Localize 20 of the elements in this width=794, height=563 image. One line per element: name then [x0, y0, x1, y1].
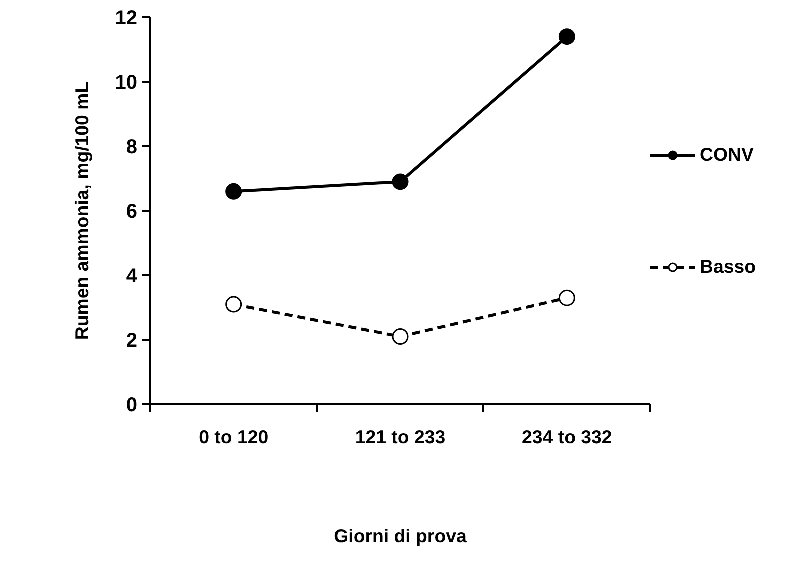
point: [226, 183, 242, 200]
y-tick-label: 12: [115, 8, 138, 30]
y-tick-label: 2: [126, 330, 138, 352]
legend-label: Basso: [700, 256, 756, 278]
point: [392, 328, 409, 346]
y-tick-label: 6: [126, 201, 138, 223]
y-tick-label: 10: [115, 72, 138, 94]
point: [226, 296, 242, 313]
x-tick-label: 121 to 233: [355, 426, 446, 448]
y-tick-label: 8: [126, 136, 138, 158]
x-tick-label: 234 to 332: [522, 426, 612, 448]
point: [558, 28, 576, 46]
y-tick-label: 4: [126, 266, 138, 288]
point: [558, 290, 576, 306]
legend-label: CONV: [700, 144, 754, 166]
x-axis-title: Giorni di prova: [334, 526, 468, 546]
y-axis-title: Rumen ammonia, mg/100 mL: [71, 82, 92, 340]
x-tick-label: 0 to 120: [199, 426, 269, 448]
point: [392, 174, 409, 190]
y-tick-label: 0: [126, 394, 138, 416]
